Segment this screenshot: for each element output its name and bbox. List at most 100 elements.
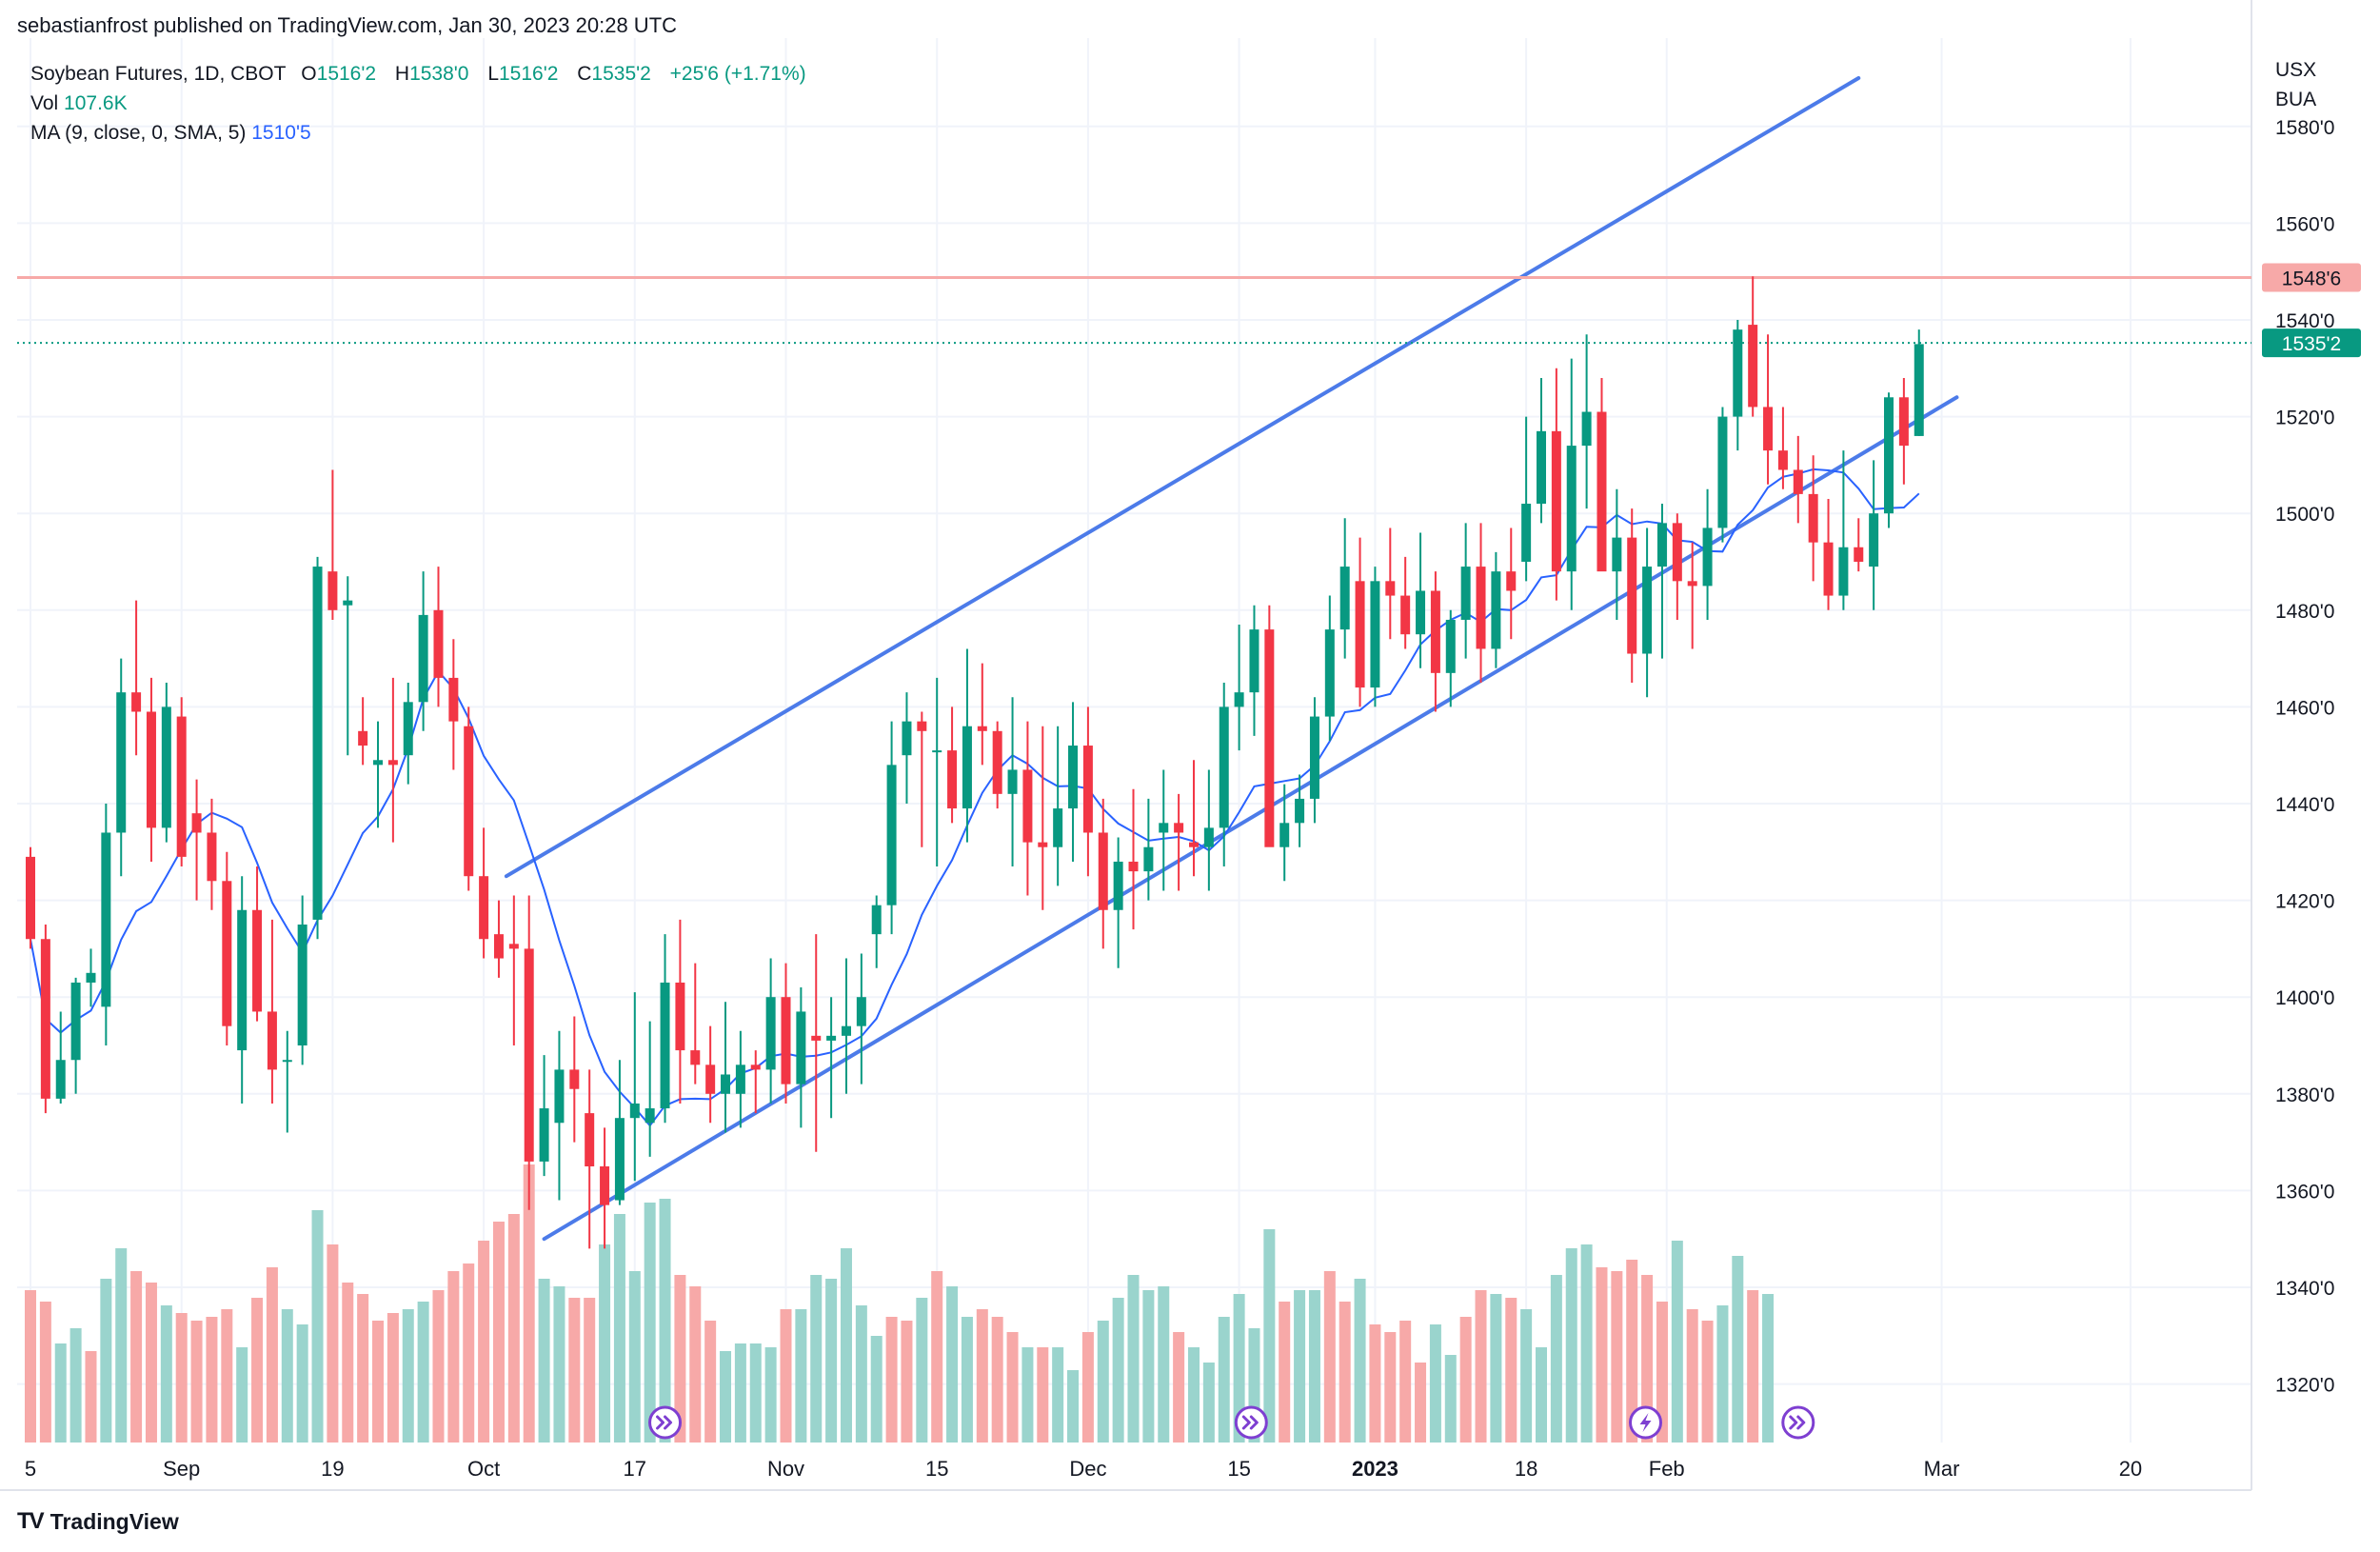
- marker-ring: [1781, 1405, 1815, 1440]
- volume-bar: [1580, 1244, 1593, 1443]
- candle-body: [1793, 469, 1803, 494]
- price-tick-label: 1360'0: [2275, 1181, 2334, 1203]
- channel-upper-line: [504, 76, 1861, 879]
- candle-body: [1053, 808, 1063, 847]
- candle: [70, 977, 81, 1094]
- candle-body: [992, 730, 1002, 794]
- unit-label: BUA: [2275, 89, 2317, 110]
- volume-bar: [1173, 1332, 1185, 1443]
- candle: [1506, 527, 1517, 640]
- price-tick-label: 1380'0: [2275, 1084, 2334, 1106]
- volume-bar: [991, 1317, 1003, 1443]
- candle: [932, 677, 942, 867]
- candle: [781, 963, 791, 1104]
- candle: [1702, 488, 1713, 620]
- candlesticks: [26, 276, 1924, 1249]
- candle-body: [387, 760, 398, 766]
- candle: [161, 683, 171, 843]
- candle: [1007, 697, 1018, 867]
- candle: [493, 900, 504, 978]
- volume-bar: [1656, 1302, 1668, 1443]
- last-price-badge-text: 1535'2: [2282, 333, 2341, 355]
- volume-bar: [1097, 1321, 1109, 1443]
- volume-bar: [69, 1328, 82, 1443]
- volume-bar: [492, 1222, 505, 1443]
- forward-arrow-icon[interactable]: [1781, 1405, 1815, 1440]
- candle: [796, 987, 806, 1128]
- volume-bar: [1142, 1290, 1155, 1443]
- candle-body: [1898, 397, 1909, 447]
- candle: [992, 721, 1002, 809]
- trend-channel: [504, 76, 1959, 1242]
- candle: [569, 1016, 580, 1143]
- volume-bar: [507, 1214, 520, 1443]
- candle-body: [886, 765, 897, 905]
- candle: [1869, 460, 1879, 610]
- volume-bar: [855, 1305, 867, 1443]
- candle-body: [826, 1035, 837, 1041]
- volume-bar: [764, 1347, 777, 1443]
- volume-bar: [749, 1343, 762, 1443]
- volume-bar: [568, 1298, 581, 1443]
- volume-bar: [1429, 1324, 1441, 1443]
- time-tick-label: 19: [321, 1457, 344, 1481]
- candle-body: [1219, 706, 1229, 828]
- candle-body: [1416, 590, 1426, 635]
- candle: [1234, 625, 1244, 751]
- candle: [403, 683, 413, 785]
- candle-body: [1355, 581, 1365, 688]
- candle: [1566, 358, 1577, 610]
- volume-bar: [206, 1317, 218, 1443]
- volume-bar: [1536, 1347, 1547, 1443]
- volume-bar: [885, 1317, 898, 1443]
- candle-body: [282, 1060, 292, 1063]
- time-tick-label: Feb: [1649, 1457, 1685, 1481]
- price-tick-label: 1460'0: [2275, 697, 2334, 719]
- candle: [176, 697, 187, 867]
- volume-bar: [901, 1321, 913, 1443]
- candle-body: [358, 730, 368, 746]
- volume-bar: [1596, 1267, 1608, 1443]
- candle: [1370, 567, 1380, 707]
- candle: [1763, 334, 1774, 485]
- candle: [207, 798, 217, 910]
- candle: [765, 958, 776, 1104]
- arrow-glyph: [1789, 1415, 1806, 1430]
- forward-arrow-icon[interactable]: [648, 1405, 683, 1440]
- volume-bar: [1067, 1370, 1080, 1443]
- low-value: 1516'2: [499, 63, 559, 85]
- candle: [1551, 368, 1561, 601]
- candle: [131, 600, 142, 756]
- volume-bar: [1732, 1256, 1744, 1443]
- candle-body: [343, 600, 353, 606]
- tradingview-logo[interactable]: TV TradingView: [17, 1508, 179, 1535]
- candle-body: [902, 721, 912, 756]
- candle-body: [252, 909, 263, 1012]
- volume-bar: [1354, 1279, 1366, 1443]
- volume-bar: [1158, 1286, 1170, 1443]
- volume-bar: [1187, 1347, 1200, 1443]
- flash-icon[interactable]: [1629, 1405, 1663, 1440]
- candle-body: [1385, 581, 1396, 596]
- volume-bar: [1339, 1302, 1351, 1443]
- candle: [1854, 518, 1864, 572]
- candle-body: [26, 856, 35, 940]
- volume-bar: [1550, 1275, 1562, 1443]
- volume-bar: [1475, 1290, 1487, 1443]
- candle-body: [448, 677, 459, 722]
- volume-bar: [704, 1321, 717, 1443]
- candle-body: [433, 609, 444, 678]
- volume-bar: [1716, 1305, 1729, 1443]
- time-tick-label: Sep: [163, 1457, 200, 1481]
- price-tick-label: 1500'0: [2275, 504, 2334, 526]
- candle: [1808, 455, 1818, 582]
- candle: [508, 895, 519, 1045]
- volume-bar: [357, 1294, 369, 1443]
- time-tick-label: 5: [25, 1457, 36, 1481]
- candle: [1203, 769, 1214, 891]
- candle-body: [750, 1065, 761, 1070]
- forward-arrow-icon[interactable]: [1234, 1405, 1268, 1440]
- candle-body: [1324, 629, 1335, 717]
- volume-bar: [1671, 1241, 1683, 1443]
